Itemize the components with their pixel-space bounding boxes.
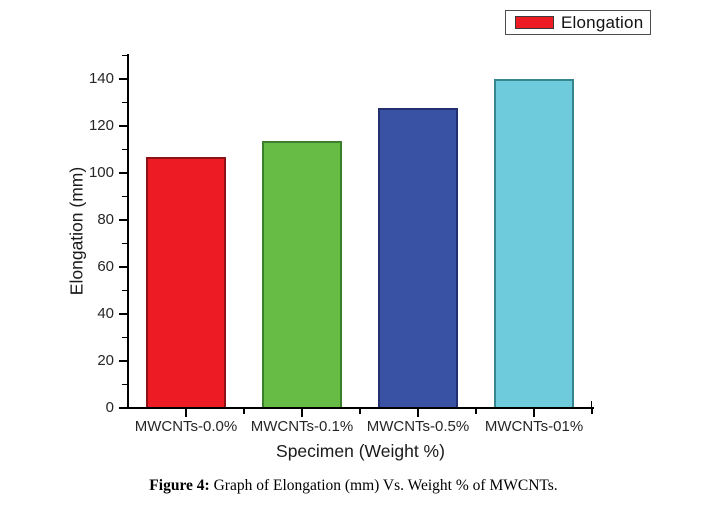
y-major-tick <box>119 78 127 80</box>
y-tick-label: 140 <box>88 70 114 87</box>
x-minor-tick <box>591 409 593 414</box>
y-major-tick <box>119 360 127 362</box>
figure-caption-text: Graph of Elongation (mm) Vs. Weight % of… <box>209 477 558 494</box>
x-tick-label: MWCNTs-0.5% <box>366 418 470 435</box>
y-major-tick <box>119 172 127 174</box>
legend-swatch-elongation <box>515 16 554 29</box>
x-tick-label: MWCNTs-01% <box>484 418 584 435</box>
legend-label: Elongation <box>561 12 644 32</box>
y-minor-tick <box>122 195 127 198</box>
x-minor-tick <box>243 409 245 414</box>
y-tick-label: 20 <box>97 352 114 369</box>
y-minor-tick <box>122 289 127 292</box>
y-minor-tick <box>122 148 127 151</box>
figure-caption-label: Figure 4: <box>149 477 210 494</box>
x-tick-label: MWCNTs-0.0% <box>134 418 238 435</box>
y-tick-label: 40 <box>97 305 114 322</box>
x-major-tick <box>533 409 535 417</box>
x-major-tick <box>185 409 187 417</box>
x-axis-line <box>126 407 594 409</box>
bar-mwcnts-0-5- <box>378 108 458 408</box>
y-axis-line <box>126 54 129 409</box>
y-minor-tick <box>122 336 127 339</box>
bar-mwcnts-01- <box>494 79 574 408</box>
y-tick-label: 100 <box>88 164 114 181</box>
y-tick-label: 120 <box>88 117 114 134</box>
y-tick-label: 0 <box>105 399 114 416</box>
y-minor-tick <box>122 101 127 104</box>
legend: Elongation <box>505 10 651 35</box>
x-axis-end-tick <box>590 401 592 408</box>
x-minor-tick <box>359 409 361 414</box>
y-major-tick <box>119 125 127 127</box>
x-tick-label: MWCNTs-0.1% <box>250 418 354 435</box>
bar-mwcnts-0-1- <box>262 141 342 408</box>
y-major-tick <box>119 266 127 268</box>
x-major-tick <box>301 409 303 417</box>
figure-caption: Figure 4: Graph of Elongation (mm) Vs. W… <box>0 477 707 495</box>
bar-mwcnts-0-0- <box>146 156 226 408</box>
y-tick-label: 60 <box>97 258 114 275</box>
y-tick-label: 80 <box>97 211 114 228</box>
x-minor-tick <box>475 409 477 414</box>
y-minor-tick <box>122 383 127 386</box>
y-minor-tick <box>122 54 127 57</box>
x-axis-title: Specimen (Weight %) <box>276 441 445 461</box>
y-major-tick <box>119 313 127 315</box>
y-minor-tick <box>122 242 127 245</box>
x-major-tick <box>417 409 419 417</box>
y-major-tick <box>119 407 127 409</box>
y-major-tick <box>119 219 127 221</box>
y-axis-title: Elongation (mm) <box>66 166 87 296</box>
